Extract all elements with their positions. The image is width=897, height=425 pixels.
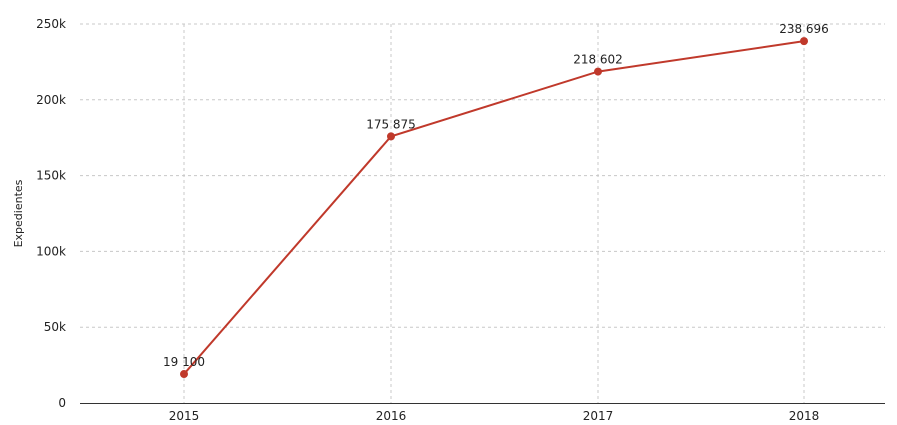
data-labels: 19 100 175 875 218 602 238 696 bbox=[163, 22, 829, 369]
y-tick-label: 0 bbox=[58, 396, 66, 410]
grid bbox=[80, 23, 885, 403]
y-tick-label: 250k bbox=[36, 17, 66, 31]
data-label: 175 875 bbox=[366, 117, 416, 131]
data-point[interactable] bbox=[800, 37, 808, 46]
y-tick-label: 50k bbox=[44, 320, 66, 334]
x-tick-label: 2017 bbox=[583, 409, 614, 423]
series-line bbox=[183, 40, 805, 375]
x-tick-label: 2015 bbox=[169, 409, 200, 423]
series bbox=[180, 37, 808, 379]
y-axis-tick-labels: 0 50k 100k 150k 200k 250k bbox=[36, 17, 66, 410]
x-tick-label: 2018 bbox=[789, 409, 820, 423]
data-point[interactable] bbox=[180, 370, 188, 379]
y-axis-title: Expedientes bbox=[12, 179, 25, 247]
x-tick-label: 2016 bbox=[376, 409, 407, 423]
y-tick-label: 150k bbox=[36, 169, 66, 183]
data-point[interactable] bbox=[387, 132, 395, 141]
data-label: 19 100 bbox=[163, 355, 205, 369]
x-axis-tick-labels: 2015 2016 2017 2018 bbox=[169, 409, 820, 423]
data-label: 238 696 bbox=[779, 22, 829, 36]
data-label: 218 602 bbox=[573, 53, 623, 67]
y-tick-label: 100k bbox=[36, 244, 66, 258]
data-point[interactable] bbox=[594, 67, 602, 76]
y-tick-label: 200k bbox=[36, 93, 66, 107]
